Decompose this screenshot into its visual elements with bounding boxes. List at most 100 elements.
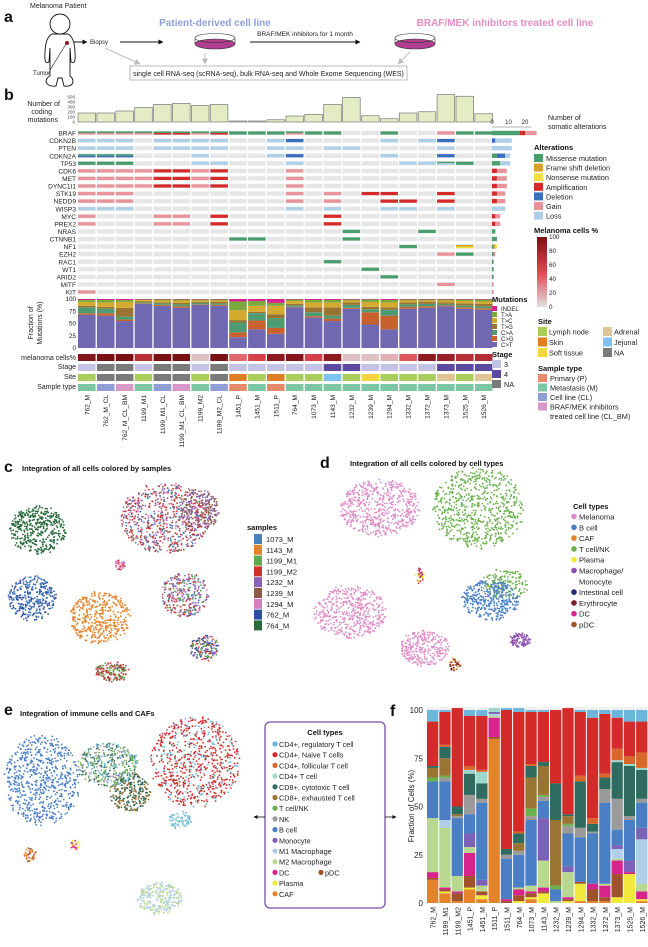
umap-point <box>78 614 81 617</box>
heatmap-cell <box>418 259 436 264</box>
umap-point <box>90 616 93 618</box>
umap-point <box>152 523 154 526</box>
mutation-fraction-segment <box>399 304 417 307</box>
mutation-fraction-segment <box>361 306 380 310</box>
heatmap-cell <box>474 221 493 227</box>
umap-point <box>29 600 31 603</box>
melanoma-pct-cell <box>153 354 172 361</box>
umap-point <box>153 543 156 545</box>
heatmap-cell <box>285 259 304 264</box>
umap-point <box>327 620 330 622</box>
umap-point <box>150 514 153 517</box>
umap-point <box>358 619 361 622</box>
umap-point <box>41 597 44 600</box>
umap-point <box>16 610 19 613</box>
umap-point <box>190 536 192 539</box>
umap-point <box>369 515 372 517</box>
umap-point <box>38 608 41 611</box>
umap-point <box>181 523 184 526</box>
umap-point <box>160 532 162 534</box>
alteration-mark <box>285 133 304 135</box>
umap-point <box>190 516 193 519</box>
umap-point <box>329 618 331 621</box>
umap-point <box>210 647 213 649</box>
umap-point <box>46 507 48 510</box>
somatic-count-bar <box>492 251 494 257</box>
umap-point <box>127 536 130 539</box>
umap-point <box>155 493 158 495</box>
umap-point <box>414 511 417 513</box>
umap-point <box>134 523 137 526</box>
umap-point <box>344 597 346 599</box>
mutation-fraction-segment <box>380 307 398 310</box>
umap-point <box>349 633 352 635</box>
legend-swatch <box>492 330 497 335</box>
alteration-mark <box>96 133 115 135</box>
umap-point <box>363 524 366 527</box>
umap-point <box>52 596 55 599</box>
umap-point <box>435 646 438 649</box>
umap-point <box>137 516 139 518</box>
umap-point <box>168 596 171 598</box>
umap-point <box>14 533 17 536</box>
umap-point <box>313 607 316 610</box>
umap-point <box>346 523 348 526</box>
umap-point <box>403 525 406 527</box>
mutation-fraction-segment <box>418 303 436 307</box>
heatmap-cell <box>248 138 266 143</box>
umap-point <box>334 627 337 630</box>
umap-point <box>187 488 190 490</box>
alteration-mark <box>267 146 285 150</box>
somatic-count-bar <box>492 206 506 211</box>
umap-point <box>378 604 380 607</box>
umap-point <box>25 580 27 583</box>
umap-point <box>196 519 199 522</box>
umap-point <box>362 481 365 484</box>
heatmap-cell <box>115 214 134 219</box>
umap-point <box>40 593 43 596</box>
umap-point <box>335 611 338 614</box>
mutation-fraction-segment <box>456 299 474 301</box>
umap-point <box>40 584 43 586</box>
umap-point <box>34 597 36 599</box>
umap-point <box>331 604 334 606</box>
umap-point <box>19 587 21 589</box>
alteration-mark <box>210 161 228 165</box>
umap-point <box>24 591 26 594</box>
umap-point <box>131 519 134 521</box>
umap-point <box>134 541 137 544</box>
umap-point <box>49 551 51 553</box>
umap-point <box>125 524 128 527</box>
sample-type-cell <box>267 384 285 391</box>
umap-point <box>350 611 353 613</box>
umap-point <box>172 548 175 551</box>
umap-point <box>390 483 392 485</box>
gene-label: MITF <box>61 282 76 289</box>
umap-point <box>356 518 359 521</box>
coding-mutation-bar <box>153 104 172 123</box>
umap-point <box>195 533 198 536</box>
umap-point <box>157 550 159 553</box>
umap-point <box>200 643 202 646</box>
sample-type-cell <box>172 384 191 391</box>
heatmap-cell <box>229 282 247 287</box>
umap-point <box>344 631 347 634</box>
umap-point <box>412 502 415 505</box>
umap-point <box>197 650 200 653</box>
heatmap-cell <box>361 161 380 166</box>
umap-point <box>198 500 201 503</box>
umap-point <box>146 527 148 530</box>
legend-swatch <box>492 380 501 388</box>
heatmap-cell <box>172 282 191 287</box>
alteration-mark <box>323 260 342 264</box>
umap-point <box>351 602 354 605</box>
umap-point <box>369 602 371 604</box>
umap-point <box>354 514 357 517</box>
umap-point <box>162 586 164 588</box>
umap-point <box>25 511 28 514</box>
umap-point <box>144 495 147 498</box>
umap-point <box>329 590 331 593</box>
umap-point <box>193 592 196 594</box>
heatmap-cell <box>361 274 380 280</box>
umap-point <box>48 515 51 518</box>
